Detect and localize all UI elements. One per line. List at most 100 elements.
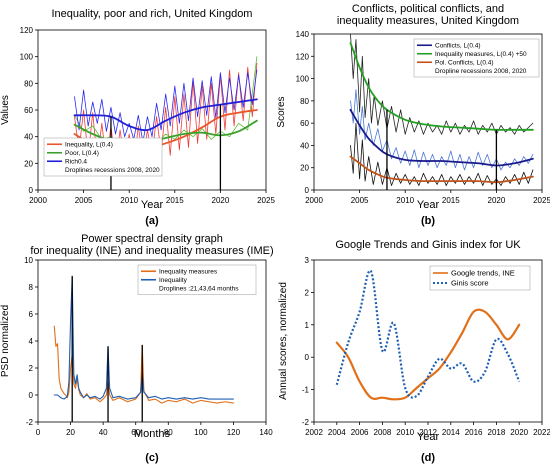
x-tick-label: 2010 xyxy=(396,428,414,437)
x-tick-label: 2010 xyxy=(120,196,138,205)
y-tick-label: 120 xyxy=(20,26,34,35)
x-tick-label: 60 xyxy=(131,428,140,437)
y-tick-label: 20 xyxy=(24,159,33,168)
y-tick-label: 0 xyxy=(305,186,310,195)
x-tick-label: 2006 xyxy=(351,428,369,437)
x-tick-label: 0 xyxy=(36,428,41,437)
series-line xyxy=(53,325,234,404)
panel-label: (c) xyxy=(145,452,159,464)
x-tick-label: 2016 xyxy=(465,428,483,437)
chart-legend: Conflicts, L(0.4)Inequality measures, L(… xyxy=(413,38,540,78)
legend-entry: Dropline recessions 2008, 2020 xyxy=(435,68,527,75)
y-axis-label: Annual scores, normalized xyxy=(278,282,289,400)
legend-box xyxy=(429,265,531,291)
x-tick-label: 2020 xyxy=(510,428,528,437)
legend-entry: Google trends, INE xyxy=(451,268,515,277)
x-tick-label: 2005 xyxy=(351,196,369,205)
x-tick-label: 2002 xyxy=(305,428,323,437)
y-tick-label: 80 xyxy=(24,79,33,88)
legend-entry: Conflicts, L(0.4) xyxy=(435,43,481,50)
y-tick-label: 60 xyxy=(24,106,33,115)
series-line xyxy=(335,269,521,399)
chart-title: Inequality, poor and rich, United Kingdo… xyxy=(52,8,253,20)
chart-panel-1: Inequality, poor and rich, United Kingdo… xyxy=(0,8,275,227)
series-line xyxy=(335,308,521,401)
y-tick-label: 40 xyxy=(24,133,33,142)
y-tick-label: 4 xyxy=(29,337,34,346)
plot-frame xyxy=(313,33,543,191)
y-tick-label: 20 xyxy=(300,164,309,173)
legend-entry: Inequality measures, L(0.4) +50 xyxy=(435,51,527,58)
chart-legend: Inequality, L(0.4)Poor, L(0.4) Rich0.4Dro… xyxy=(43,137,163,177)
legend-entry: Inequality, L(0.4) xyxy=(65,142,113,149)
y-tick-label: 80 xyxy=(300,97,309,106)
chart-title-line: Power spectral density graph xyxy=(81,233,223,245)
legend-box xyxy=(43,137,163,177)
y-tick-label: 2 xyxy=(29,364,34,373)
x-tick-label: 2010 xyxy=(396,196,414,205)
x-axis-label: Year xyxy=(417,431,440,443)
y-tick-label: 40 xyxy=(300,141,309,150)
panel-label: (d) xyxy=(421,452,435,464)
legend-entry: Droplines recessions 2008, 2020 xyxy=(65,167,160,174)
x-tick-label: 40 xyxy=(99,428,108,437)
chart-title: Google Trends and Ginis index for UK xyxy=(335,239,521,251)
panel-label: (a) xyxy=(145,215,159,227)
legend-box xyxy=(413,38,540,78)
x-tick-label: 2025 xyxy=(257,196,275,205)
y-tick-label: 3 xyxy=(305,256,310,265)
panel-label: (b) xyxy=(421,215,435,227)
y-tick-label: 0 xyxy=(305,353,310,362)
x-tick-label: 2022 xyxy=(533,428,550,437)
legend-entry: Inequality measures xyxy=(159,269,218,276)
y-tick-label: 0 xyxy=(29,391,34,400)
x-tick-label: 2000 xyxy=(29,196,47,205)
chart-title-line: inequality measures, United Kingdom xyxy=(337,15,519,27)
y-tick-label: -2 xyxy=(302,418,310,427)
y-tick-label: 100 xyxy=(296,75,310,84)
x-tick-label: 140 xyxy=(259,428,273,437)
plot-area xyxy=(335,269,521,401)
chart-panel-4: Google Trends and Ginis index for UK 2002… xyxy=(278,239,550,464)
y-tick-label: 10 xyxy=(24,256,33,265)
legend-entry: Poor, L(0.4) xyxy=(65,150,99,157)
legend-entry: Pol. Conflicts, L(0.4) xyxy=(435,60,494,67)
y-tick-label: 0 xyxy=(29,186,34,195)
plot-area xyxy=(53,275,234,422)
x-tick-label: 2015 xyxy=(166,196,184,205)
chart-title-line: Conflicts, political conflicts, and xyxy=(352,3,504,15)
y-axis-label: PSD normalized xyxy=(0,305,11,377)
x-tick-label: 120 xyxy=(227,428,241,437)
x-tick-label: 2014 xyxy=(442,428,460,437)
y-axis-label: Values xyxy=(0,95,11,125)
y-tick-label: 8 xyxy=(29,283,34,292)
y-tick-label: 100 xyxy=(20,53,34,62)
y-tick-label: -2 xyxy=(26,418,34,427)
series-line xyxy=(350,34,534,135)
x-tick-label: 100 xyxy=(194,428,208,437)
x-tick-label: 2018 xyxy=(488,428,506,437)
y-axis-label: Scores xyxy=(276,96,287,127)
chart-panel-2: Conflicts, political conflicts, andinequ… xyxy=(276,3,550,227)
x-tick-label: 2015 xyxy=(442,196,460,205)
y-tick-label: 6 xyxy=(29,310,34,319)
x-tick-label: 2008 xyxy=(374,428,392,437)
y-tick-label: 120 xyxy=(296,52,310,61)
legend-box xyxy=(137,264,257,295)
series-line xyxy=(350,122,534,186)
x-axis-label: Months xyxy=(134,428,171,440)
legend-entry: Inequality xyxy=(159,277,188,284)
x-axis-label: Year xyxy=(417,199,440,211)
y-tick-label: 140 xyxy=(296,30,310,39)
legend-entry: Rich0.4 xyxy=(65,159,87,166)
x-tick-label: 2020 xyxy=(212,196,230,205)
x-tick-label: 2025 xyxy=(533,196,550,205)
x-axis-label: Year xyxy=(141,199,164,211)
x-tick-label: 2020 xyxy=(488,196,506,205)
plot-area xyxy=(349,34,534,190)
legend-entry: Droplines :21,43,64 months xyxy=(159,286,239,293)
